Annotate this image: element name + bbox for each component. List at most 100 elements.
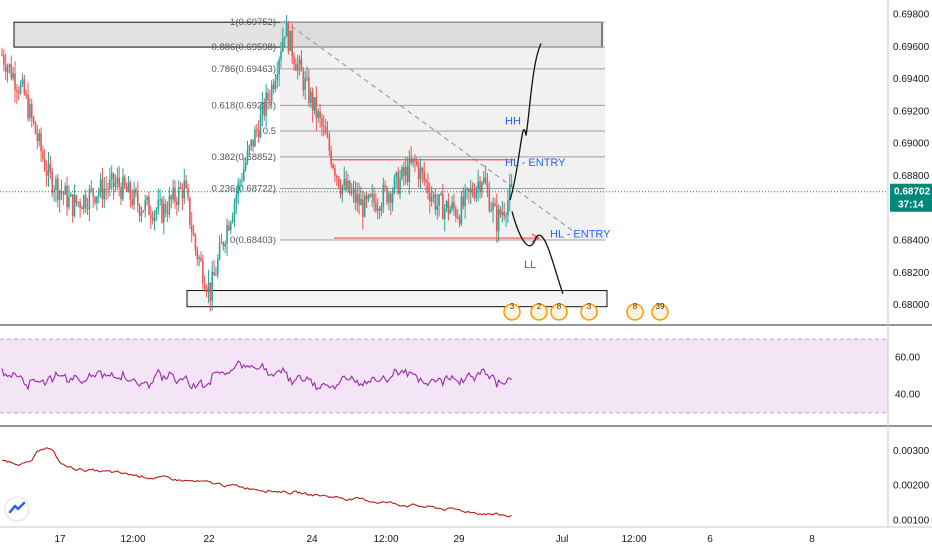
candle-body (103, 188, 106, 200)
candle-body (300, 59, 303, 72)
candle-body (60, 190, 63, 193)
candle-body (388, 194, 390, 203)
economic-events-row[interactable]: 3 2 8 3 8 39 (503, 302, 669, 321)
candle-body (484, 177, 487, 184)
candle-body (456, 217, 459, 219)
candle-body (142, 210, 145, 212)
candle-body (205, 288, 208, 292)
candle-body (455, 208, 457, 218)
supply-zone-box[interactable] (13, 21, 603, 48)
candle-body (497, 209, 500, 232)
atr-tick-label: 0.00100 (893, 516, 930, 527)
candle-body (25, 93, 27, 95)
candle-body (464, 189, 466, 207)
atr-axis[interactable]: 0.00300 0.00200 0.00100 (893, 446, 930, 527)
candle-body (479, 181, 481, 192)
candle-body (146, 196, 148, 201)
chart-annotation-label[interactable]: LL (524, 259, 536, 271)
economic-event-badge[interactable]: 8 (550, 302, 568, 321)
candle-body (118, 177, 120, 188)
candle-body (47, 163, 50, 176)
time-tick-label: 12:00 (120, 534, 145, 545)
candle-body (270, 84, 273, 102)
candle-body (181, 188, 184, 199)
economic-event-badge[interactable]: 39 (651, 302, 669, 321)
candle-body (235, 194, 238, 203)
time-tick-label: 17 (54, 534, 66, 545)
candle-body (163, 203, 165, 223)
candle-body (114, 183, 117, 187)
candle-body (34, 122, 37, 134)
candle-body (321, 117, 323, 126)
candle-body (427, 182, 429, 193)
candle-body (6, 67, 9, 73)
candle-body (358, 194, 360, 206)
atr-tick-label: 0.00200 (893, 481, 930, 492)
chart-annotation-label[interactable]: HL - ENTRY (505, 157, 566, 169)
candle-body (402, 167, 405, 176)
candle-body (406, 166, 409, 182)
candle-body (38, 133, 40, 141)
candle-body (187, 188, 189, 198)
annotations-layer[interactable]: HH HL - ENTRY HL - ENTRY LL (505, 43, 611, 295)
candle-body (434, 194, 437, 210)
candle-body (97, 192, 100, 197)
candle-body (233, 202, 236, 217)
candle-body (120, 187, 122, 200)
candle-body (166, 213, 169, 215)
candle-body (438, 194, 440, 206)
candle-body (330, 150, 333, 165)
candle-body (334, 168, 336, 176)
chart-annotation-label[interactable]: HL - ENTRY (550, 228, 611, 240)
candle-body (174, 187, 176, 202)
candle-body (241, 180, 243, 182)
time-axis[interactable]: 17 12:00 22 24 12:00 29 Jul 12:00 6 8 (54, 534, 815, 545)
candle-body (283, 36, 286, 39)
candle-body (21, 79, 24, 85)
event-count-label: 8 (557, 302, 562, 311)
candle-body (389, 194, 392, 203)
candle-body (164, 203, 167, 214)
economic-event-badge[interactable]: 2 (530, 302, 548, 321)
candle-body (244, 162, 247, 169)
economic-event-badge[interactable]: 3 (580, 302, 598, 321)
rsi-axis[interactable]: 60.00 40.00 (895, 353, 920, 401)
candle-body (58, 190, 61, 200)
economic-event-badge[interactable]: 8 (626, 302, 644, 321)
candle-body (209, 282, 212, 301)
candle-body (319, 111, 321, 118)
candle-body (490, 210, 492, 212)
chart-annotation-label[interactable]: HH (505, 115, 521, 127)
candle-body (488, 189, 491, 211)
candle-body (503, 212, 505, 216)
candle-body (495, 205, 498, 232)
candle-body (376, 208, 379, 211)
candle-body (127, 182, 130, 193)
candle-body (360, 199, 362, 206)
candle-body (449, 209, 452, 214)
tradingview-logo-icon[interactable] (4, 496, 30, 522)
candle-body (207, 282, 210, 292)
bearish-projection-path[interactable] (511, 211, 564, 295)
candle-body (12, 73, 14, 79)
candle-body (322, 125, 325, 127)
candle-body (213, 271, 215, 276)
candle-body (352, 189, 355, 192)
candle-body (486, 183, 489, 190)
price-tick-label: 0.68400 (893, 236, 930, 247)
candle-body (239, 181, 241, 183)
candle-body (215, 274, 217, 276)
candle-body (401, 167, 403, 179)
candle-body (94, 196, 96, 203)
candle-body (510, 184, 513, 186)
bullish-projection-path[interactable] (509, 43, 542, 201)
candle-body (337, 176, 340, 187)
candle-body (32, 117, 35, 123)
economic-event-badge[interactable]: 3 (503, 302, 521, 321)
descending-trendline[interactable] (283, 20, 576, 233)
candle-body (462, 196, 465, 207)
event-flag-icon (626, 303, 644, 321)
candle-body (202, 260, 204, 284)
demand-zone-box[interactable] (186, 290, 608, 308)
